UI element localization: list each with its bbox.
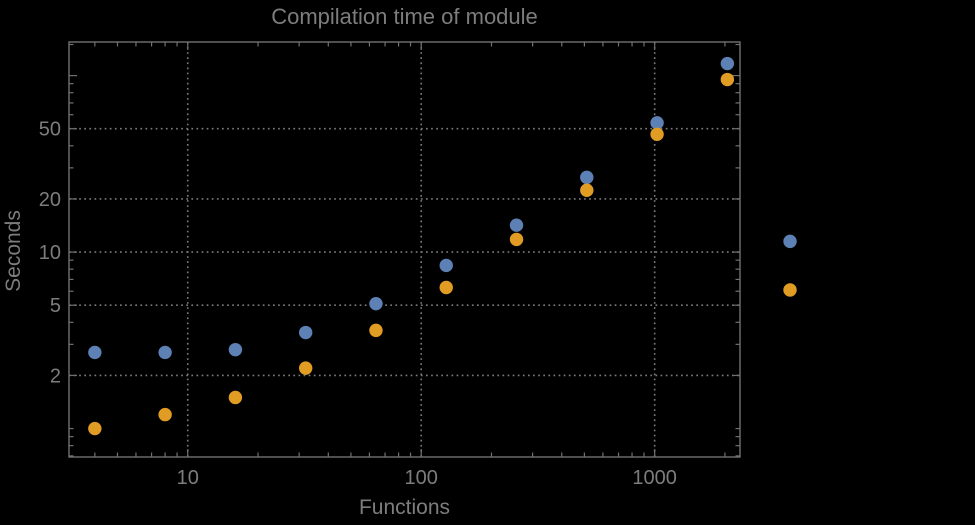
- data-point-blue: [158, 345, 172, 360]
- data-point-blue: [580, 170, 594, 185]
- data-point-blue: [88, 345, 102, 360]
- data-point-orange: [509, 232, 524, 247]
- data-point-orange: [783, 283, 797, 297]
- x-tick-label: 10: [177, 467, 199, 489]
- data-point-orange: [369, 323, 383, 338]
- x-tick-label: 1000: [632, 467, 677, 489]
- data-point-blue: [369, 296, 383, 311]
- data-point-orange: [228, 390, 243, 405]
- data-point-orange: [580, 183, 594, 197]
- y-tick-label: 5: [50, 295, 61, 317]
- data-point-blue: [783, 234, 797, 249]
- data-point-orange: [158, 407, 172, 422]
- y-tick-label: 2: [50, 365, 61, 387]
- x-tick-label: 100: [405, 467, 438, 489]
- y-tick-label: 10: [39, 242, 61, 264]
- x-axis-label: Functions: [358, 496, 451, 519]
- plot-frame: [68, 41, 741, 458]
- y-tick-label: 20: [39, 189, 61, 211]
- data-point-orange: [439, 280, 453, 295]
- data-point-orange: [298, 361, 313, 375]
- data-point-blue: [439, 258, 453, 273]
- chart-title: Compilation time of module: [271, 4, 538, 29]
- data-point-blue: [298, 325, 313, 340]
- y-tick-label: 50: [39, 119, 61, 141]
- data-point-blue: [228, 342, 243, 357]
- data-point-blue: [509, 218, 524, 232]
- data-point-blue: [650, 116, 664, 130]
- data-point-orange: [720, 72, 735, 87]
- data-point-orange: [650, 127, 664, 141]
- data-point-orange: [88, 421, 102, 436]
- data-point-blue: [720, 56, 735, 71]
